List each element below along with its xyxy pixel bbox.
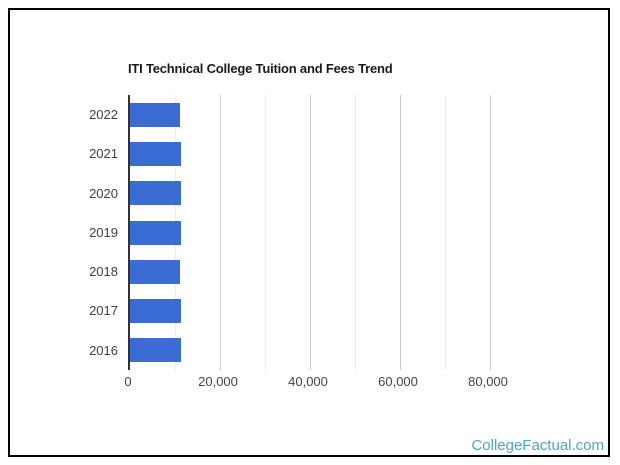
bar-2017[interactable] — [130, 299, 181, 324]
bar-2020[interactable] — [130, 181, 181, 206]
gridline-major — [490, 95, 491, 370]
y-axis-label: 2016 — [89, 342, 118, 358]
plot-area: 2022 2021 2020 2019 2018 2017 2016 — [89, 95, 535, 370]
gridline-minor — [265, 95, 266, 370]
collegefactual-brand-link[interactable]: CollegeFactual.com — [471, 437, 604, 454]
y-axis-label: 2018 — [89, 264, 118, 280]
bar-2018[interactable] — [130, 259, 180, 284]
x-axis-tick-label: 80,000 — [468, 374, 508, 389]
x-axis-tick-label: 40,000 — [288, 374, 328, 389]
bar-2019[interactable] — [130, 220, 181, 245]
gridline-minor — [445, 95, 446, 370]
x-axis-tick-label: 0 — [124, 374, 132, 389]
chart-title: ITI Technical College Tuition and Fees T… — [128, 61, 393, 76]
x-axis-tick-label: 20,000 — [198, 374, 238, 389]
bar-2021[interactable] — [130, 141, 181, 166]
y-axis-label: 2017 — [89, 303, 118, 319]
y-axis-label: 2020 — [89, 185, 118, 201]
gridline-major — [400, 95, 401, 370]
y-axis-label: 2022 — [89, 107, 118, 122]
bar-2022[interactable] — [130, 102, 180, 127]
x-axis-tick-label: 60,000 — [378, 374, 418, 389]
gridline-major — [310, 95, 311, 370]
gridline-major — [220, 95, 221, 370]
x-axis-labels: 0 20,000 40,000 60,000 80,000 — [124, 374, 533, 392]
bar-2016[interactable] — [130, 338, 182, 363]
y-axis-label: 2019 — [89, 224, 118, 240]
gridline-minor — [355, 95, 356, 370]
y-axis-label: 2021 — [89, 146, 118, 162]
